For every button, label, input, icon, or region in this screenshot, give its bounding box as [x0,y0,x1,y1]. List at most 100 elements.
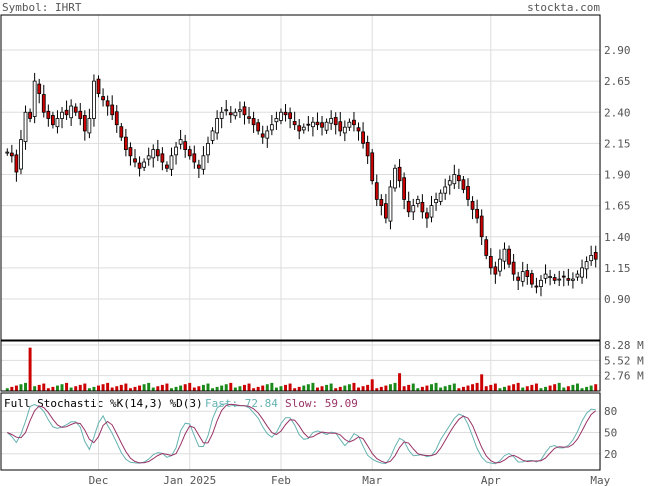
candle-body [452,174,457,185]
volume-bar [10,386,14,391]
volume-bar [361,386,365,391]
candle-body [196,164,201,169]
volume-bar [411,383,415,391]
candle-body [283,111,288,116]
volume-bar [297,386,301,391]
candle-body [69,105,74,119]
candle-body [160,153,165,163]
candle-body [19,139,23,170]
volume-bar [384,385,388,391]
volume-bar [357,387,361,391]
volume-bar [97,385,100,391]
candle-body [123,136,128,150]
candle-body [438,192,443,202]
candle-body [14,154,19,173]
candle-body [242,106,247,116]
volume-bar [544,386,548,391]
price-tick-label: 1.40 [604,231,631,244]
volume-bar [471,384,475,391]
volume-bar [306,384,310,391]
volume-bar [585,386,589,391]
volume-bar [55,385,59,391]
price-tick-label: 2.15 [604,137,631,150]
stoch-fast-label: Fast: 72.84 [205,397,278,410]
candle-body [520,271,525,282]
volume-bar [14,385,18,391]
stochastic-tick-label: 20 [604,448,617,461]
volume-bar [5,388,9,391]
volume-bar [489,384,493,391]
candle-body [384,203,388,219]
candle-body [260,133,265,138]
candle-body [37,83,42,94]
volume-bar [256,386,260,391]
volume-bar [302,385,306,391]
volume-bar [229,382,233,391]
volume-bar [69,387,73,391]
volume-bar [179,385,183,391]
volume-bar [110,387,114,391]
volume-bar [553,384,557,391]
volume-bar [452,383,456,391]
volume-bar [92,386,96,391]
candle-body [347,121,352,128]
volume-bar [475,382,479,391]
volume-bar [274,387,278,391]
volume-bar [512,384,516,391]
volume-bar [370,379,374,391]
candle-body [511,261,516,275]
volume-bar [566,386,570,391]
volume-bar [525,386,529,391]
volume-bar [170,388,173,391]
volume-panel-frame [0,340,601,392]
candle-body [78,110,83,119]
volume-bar [580,388,584,391]
candle-body [251,118,256,126]
volume-bar [224,384,228,391]
candle-body [210,130,215,141]
volume-bar [420,386,424,391]
volume-bar [206,383,210,391]
volume-bar [124,383,128,391]
candle-body [342,126,347,134]
candle-body [41,94,46,113]
volume-bar [402,386,406,391]
volume-bar [183,384,187,391]
candle-body [470,200,475,210]
volume-bar [430,384,433,391]
candle-body [411,205,416,213]
candle-body [128,147,133,157]
volume-bar [407,384,411,391]
volume-bar [589,385,593,391]
candle-body [361,131,365,144]
x-axis-label: Mar [362,474,382,486]
candle-body [420,201,425,213]
candle-body [493,266,498,275]
candle-body [142,161,147,168]
candle-body [110,104,115,116]
volume-bar [128,388,132,391]
volume-bar [233,387,237,391]
candle-body [561,275,566,278]
volume-bar [548,385,552,391]
volume-bar [284,384,288,391]
candle-body [593,252,598,260]
volume-bar [338,386,342,391]
candle-body [306,123,311,126]
candle-body [9,152,14,157]
volume-bar [87,388,91,391]
volume-bar [575,383,579,391]
volume-bar [220,385,224,391]
volume-bar [516,382,520,391]
stochastic-tick-label: 80 [604,405,617,418]
candle-body [92,80,96,119]
volume-layer [5,347,598,391]
candle-body [498,258,502,272]
candle-body [174,146,178,156]
volume-tick-label: 5.52 M [604,354,644,367]
volume-bar [192,387,196,391]
volume-bar [46,388,50,391]
candle-body [580,267,584,278]
volume-bar [457,388,461,391]
volume-bar [74,386,78,391]
